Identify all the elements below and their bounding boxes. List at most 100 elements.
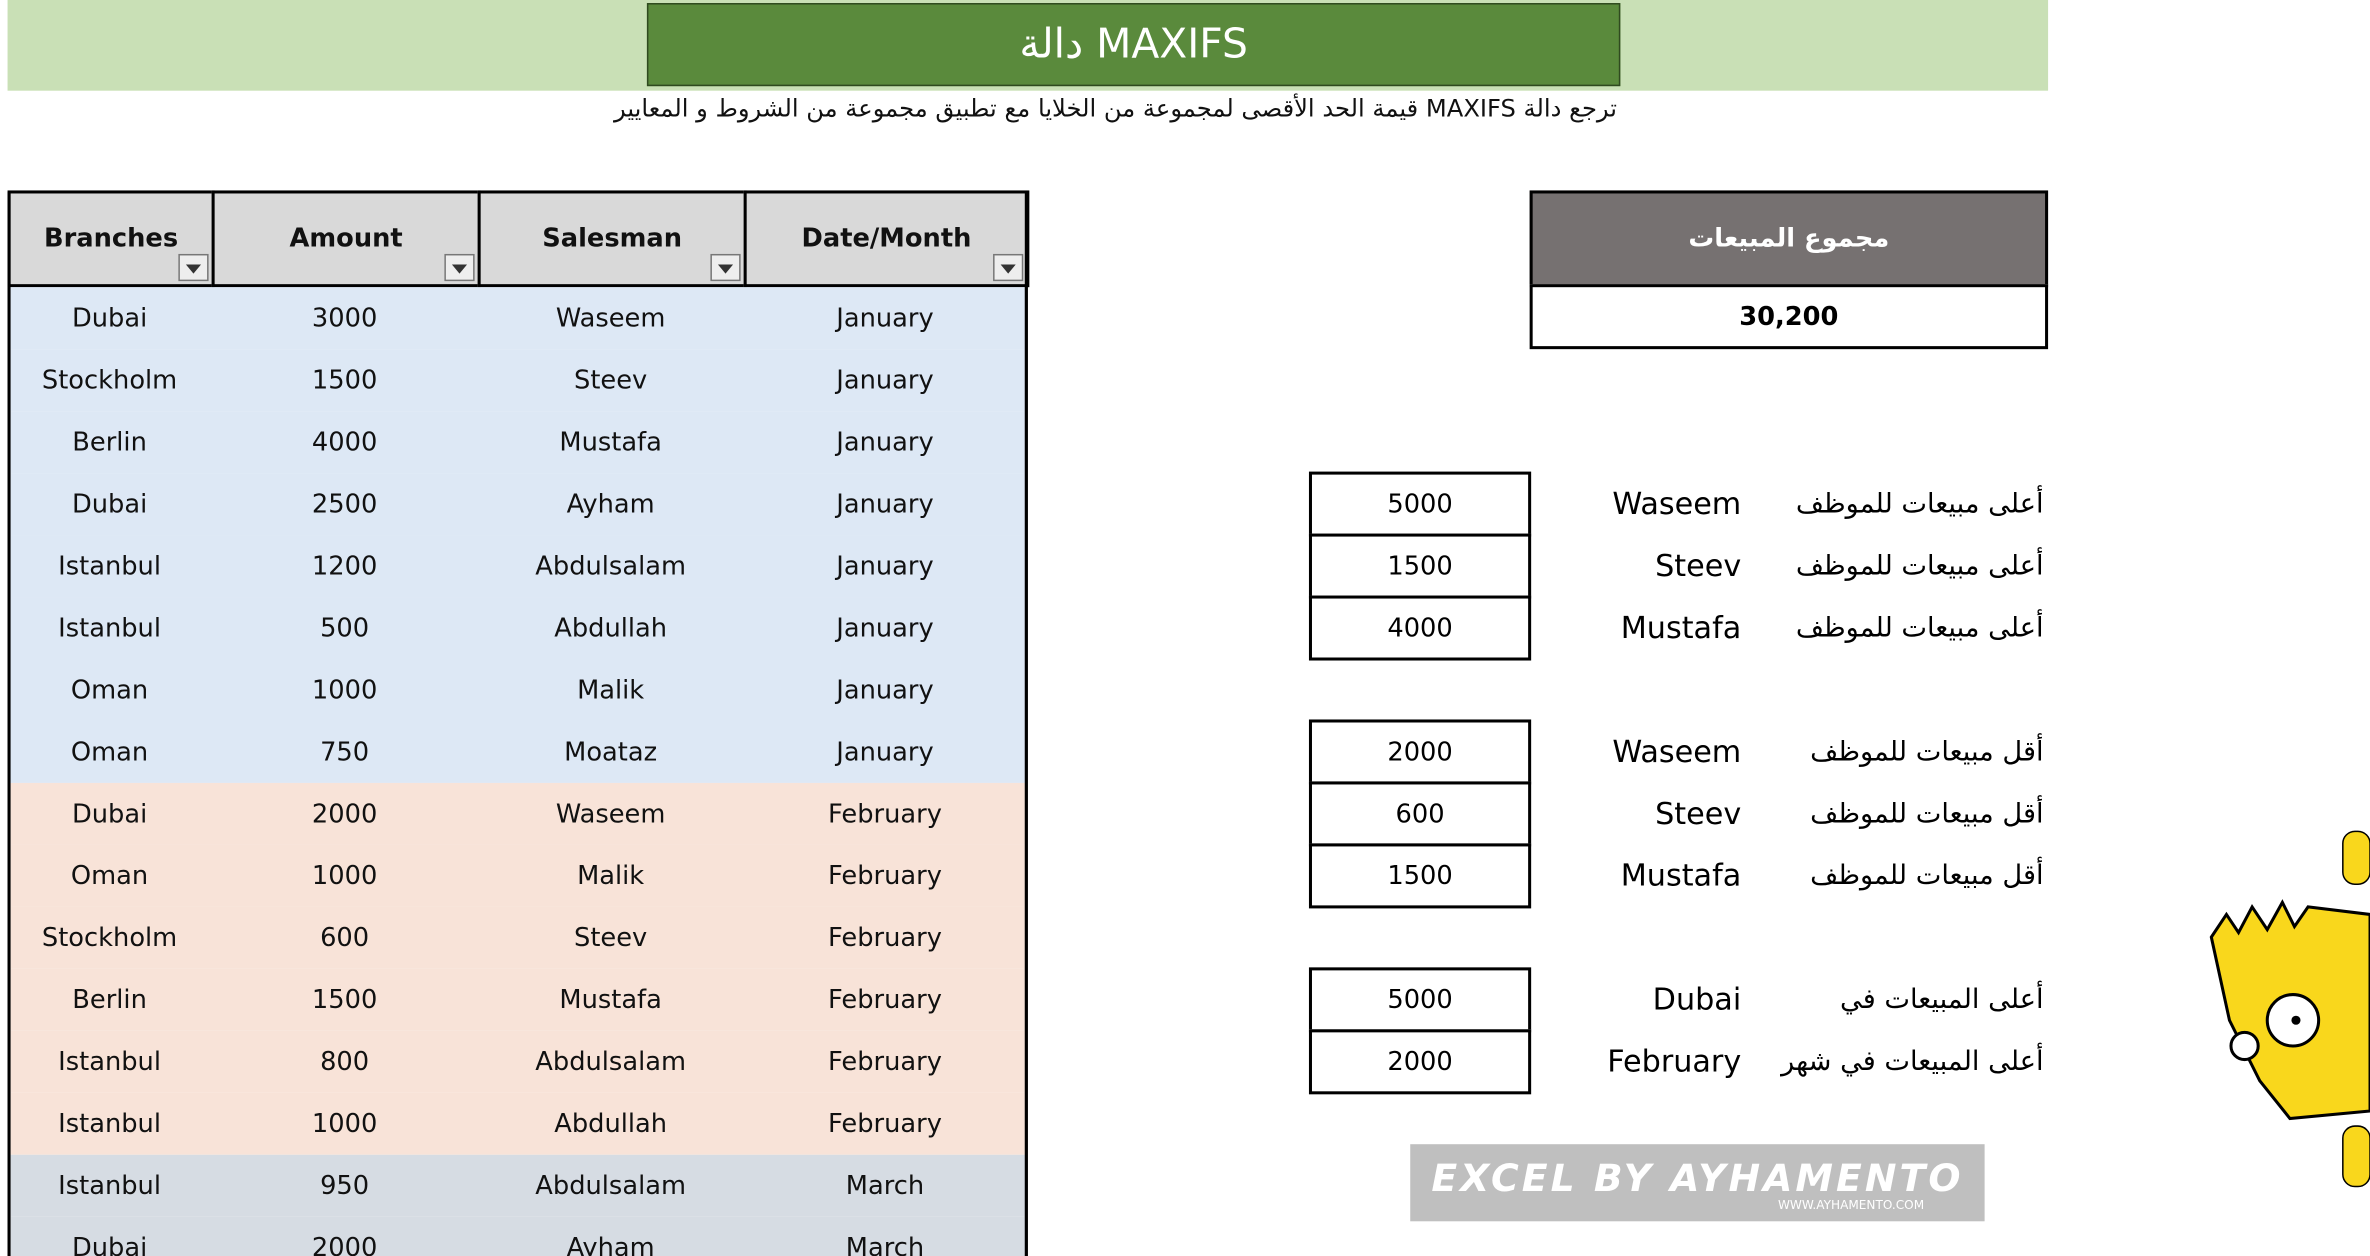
table-cell: Ayham bbox=[566, 488, 655, 520]
lookup-key: Dubai bbox=[1652, 980, 1742, 1018]
lookup-value: 5000 bbox=[1308, 967, 1532, 1033]
table-cell: 1000 bbox=[311, 674, 378, 706]
lookup-value: 4000 bbox=[1308, 595, 1532, 661]
lookup-value: 5000 bbox=[1308, 471, 1532, 537]
row-bg bbox=[10, 1092, 1025, 1155]
row-bg bbox=[10, 597, 1025, 660]
summary-label: مجموع المبيعات bbox=[1529, 190, 2049, 288]
table-cell: 750 bbox=[320, 736, 370, 768]
lookup-key: Steev bbox=[1655, 795, 1742, 832]
table-cell: 500 bbox=[320, 612, 370, 644]
row-bg bbox=[10, 720, 1025, 783]
table-cell: Steev bbox=[574, 365, 648, 396]
table-cell: Oman bbox=[70, 736, 149, 768]
summary-value: 30,200 bbox=[1529, 284, 2049, 350]
logo-text: EXCEL BY AYHAMENTO bbox=[1431, 1156, 1964, 1201]
lookup-label: أعلى المبيعات في شهر bbox=[1781, 1045, 2044, 1078]
table-cell: Berlin bbox=[72, 984, 147, 1015]
filter-button[interactable] bbox=[993, 253, 1024, 282]
table-cell: Mustafa bbox=[559, 426, 662, 458]
table-cell: Oman bbox=[70, 860, 149, 892]
lookup-key: Waseem bbox=[1612, 485, 1742, 522]
lookup-label: أعلى مبيعات للموظف bbox=[1795, 612, 2044, 644]
row-bg bbox=[10, 411, 1025, 474]
table-cell: February bbox=[828, 984, 942, 1015]
table-border bbox=[1024, 191, 1028, 1256]
subtitle: ترجع دالة MAXIFS قيمة الحد الأقصى لمجموع… bbox=[613, 93, 1617, 123]
table-cell: 950 bbox=[320, 1170, 370, 1201]
table-cell: Dubai bbox=[71, 303, 148, 334]
table-cell: Steev bbox=[574, 922, 648, 954]
table-cell: 3000 bbox=[311, 303, 378, 334]
table-cell: Abdullah bbox=[554, 612, 668, 644]
table-cell: 800 bbox=[320, 1046, 370, 1077]
lookup-key: Steev bbox=[1655, 547, 1742, 584]
table-cell: 1200 bbox=[311, 550, 378, 582]
title: دالة MAXIFS bbox=[646, 3, 1621, 87]
table-cell: Mustafa bbox=[559, 984, 662, 1015]
table-cell: Dubai bbox=[71, 1232, 148, 1256]
table-cell: February bbox=[828, 922, 942, 954]
table-cell: February bbox=[828, 1108, 942, 1139]
lookup-value: 1500 bbox=[1308, 843, 1532, 909]
lookup-label: أقل مبيعات للموظف bbox=[1810, 860, 2044, 892]
row-bg bbox=[10, 473, 1025, 536]
table-cell: 600 bbox=[320, 922, 370, 954]
table-cell: January bbox=[836, 426, 934, 458]
table-cell: 1500 bbox=[311, 984, 378, 1015]
lookup-key: February bbox=[1607, 1042, 1742, 1080]
table-cell: Dubai bbox=[71, 488, 148, 520]
table-cell: January bbox=[836, 365, 934, 396]
column-header: Amount bbox=[211, 190, 481, 288]
lookup-value: 2000 bbox=[1308, 1029, 1532, 1095]
table-cell: Istanbul bbox=[58, 1108, 161, 1139]
table-cell: Abdulsalam bbox=[535, 1046, 686, 1077]
lookup-label: أعلى مبيعات للموظف bbox=[1795, 550, 2044, 582]
lookup-value: 1500 bbox=[1308, 533, 1532, 599]
row-bg bbox=[10, 782, 1025, 845]
lookup-value: 600 bbox=[1308, 781, 1532, 847]
table-cell: February bbox=[828, 1046, 942, 1077]
filter-button[interactable] bbox=[444, 253, 475, 282]
row-bg bbox=[10, 1216, 1025, 1256]
table-cell: Abdullah bbox=[554, 1108, 668, 1139]
row-bg bbox=[10, 349, 1025, 412]
table-cell: Stockholm bbox=[41, 365, 178, 396]
table-cell: 1000 bbox=[311, 1108, 378, 1139]
table-cell: Stockholm bbox=[41, 922, 178, 954]
table-cell: January bbox=[836, 736, 934, 768]
row-bg bbox=[10, 1030, 1025, 1093]
table-cell: February bbox=[828, 798, 942, 830]
table-cell: January bbox=[836, 303, 934, 334]
table-cell: March bbox=[845, 1170, 925, 1201]
lookup-label: أقل مبيعات للموظف bbox=[1810, 798, 2044, 830]
column-header: Branches bbox=[7, 190, 215, 288]
table-cell: Malik bbox=[577, 860, 645, 892]
table-cell: January bbox=[836, 612, 934, 644]
row-bg bbox=[10, 906, 1025, 969]
row-bg bbox=[10, 659, 1025, 721]
cartoon bbox=[2209, 830, 2370, 1188]
logo: EXCEL BY AYHAMENTO WWW.AYHAMENTO.COM bbox=[1410, 1144, 1985, 1222]
table-cell: Berlin bbox=[72, 426, 147, 458]
filter-button[interactable] bbox=[710, 253, 741, 282]
logo-url: WWW.AYHAMENTO.COM bbox=[1777, 1198, 1925, 1213]
column-header: Date/Month bbox=[743, 190, 1030, 288]
lookup-label: أعلى المبيعات في bbox=[1840, 983, 2044, 1016]
table-cell: Istanbul bbox=[58, 550, 161, 582]
lookup-value: 2000 bbox=[1308, 719, 1532, 785]
table-cell: Ayham bbox=[566, 1232, 655, 1256]
lookup-label: أعلى مبيعات للموظف bbox=[1795, 488, 2044, 520]
lookup-key: Mustafa bbox=[1620, 857, 1742, 894]
table-cell: January bbox=[836, 674, 934, 706]
table-cell: February bbox=[828, 860, 942, 892]
table-cell: 4000 bbox=[311, 426, 378, 458]
filter-button[interactable] bbox=[178, 253, 209, 282]
table-cell: 2000 bbox=[311, 798, 378, 830]
table-cell: 1500 bbox=[311, 365, 378, 396]
lookup-key: Waseem bbox=[1612, 733, 1742, 770]
row-bg bbox=[10, 844, 1025, 907]
row-bg bbox=[10, 1154, 1025, 1217]
